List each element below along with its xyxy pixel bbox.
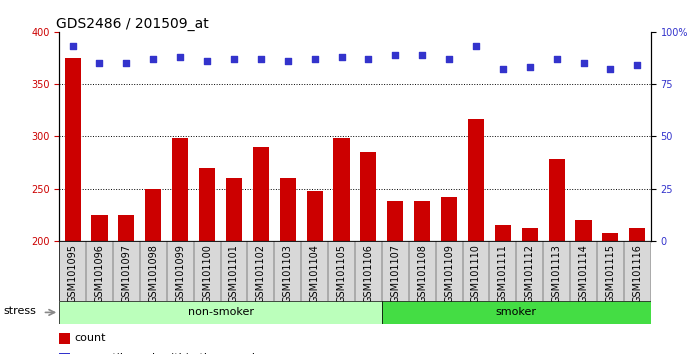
Bar — [387, 201, 404, 354]
Point — [121, 61, 132, 66]
Point — [363, 56, 374, 62]
Point — [443, 56, 454, 62]
Point — [67, 44, 78, 49]
Point — [94, 61, 105, 66]
Text: non-smoker: non-smoker — [187, 307, 253, 318]
Bar — [602, 233, 619, 354]
Point — [175, 54, 186, 60]
Bar — [65, 58, 81, 354]
Text: GSM101107: GSM101107 — [390, 244, 400, 303]
Text: GSM101109: GSM101109 — [444, 244, 454, 303]
Point — [578, 61, 589, 66]
Text: GSM101101: GSM101101 — [229, 244, 239, 303]
Point — [551, 56, 562, 62]
Point — [417, 52, 428, 58]
Bar — [253, 147, 269, 354]
Bar — [441, 197, 457, 354]
Text: GSM101116: GSM101116 — [632, 244, 642, 303]
Bar — [59, 333, 70, 344]
Bar — [468, 119, 484, 354]
Point — [605, 67, 616, 72]
Point — [336, 54, 347, 60]
Point — [632, 62, 643, 68]
Text: GSM101112: GSM101112 — [525, 244, 535, 303]
Bar — [629, 228, 645, 354]
Text: GSM101114: GSM101114 — [578, 244, 589, 303]
Bar — [576, 220, 592, 354]
Text: GSM101099: GSM101099 — [175, 244, 185, 303]
Text: GSM101105: GSM101105 — [336, 244, 347, 303]
Bar — [414, 201, 430, 354]
Point — [390, 52, 401, 58]
Point — [470, 44, 482, 49]
Text: GSM101108: GSM101108 — [417, 244, 427, 303]
Text: GSM101113: GSM101113 — [552, 244, 562, 303]
Point — [524, 64, 535, 70]
Text: GSM101102: GSM101102 — [256, 244, 266, 303]
Text: GSM101111: GSM101111 — [498, 244, 508, 303]
Text: GDS2486 / 201509_at: GDS2486 / 201509_at — [56, 17, 209, 31]
Bar — [333, 138, 349, 354]
Text: GSM101098: GSM101098 — [148, 244, 158, 303]
Bar — [361, 152, 377, 354]
Bar — [199, 168, 215, 354]
Bar — [172, 138, 188, 354]
Point — [228, 56, 239, 62]
Text: GSM101110: GSM101110 — [471, 244, 481, 303]
Bar — [59, 241, 651, 301]
Point — [148, 56, 159, 62]
Text: GSM101100: GSM101100 — [202, 244, 212, 303]
Bar — [548, 159, 564, 354]
Bar — [522, 228, 538, 354]
Text: GSM101103: GSM101103 — [283, 244, 293, 303]
Text: GSM101104: GSM101104 — [310, 244, 319, 303]
Point — [309, 56, 320, 62]
Point — [255, 56, 267, 62]
Text: GSM101106: GSM101106 — [363, 244, 374, 303]
Bar — [495, 225, 511, 354]
Bar — [280, 178, 296, 354]
Point — [202, 58, 213, 64]
Point — [498, 67, 509, 72]
Text: GSM101096: GSM101096 — [95, 244, 104, 303]
Bar — [226, 178, 242, 354]
Bar — [91, 215, 108, 354]
Bar — [145, 189, 161, 354]
Bar — [306, 190, 323, 354]
Bar — [59, 353, 70, 354]
Bar — [59, 301, 382, 324]
Point — [282, 58, 293, 64]
Text: GSM101115: GSM101115 — [606, 244, 615, 303]
Text: stress: stress — [3, 306, 35, 316]
Text: GSM101095: GSM101095 — [68, 244, 78, 303]
Text: count: count — [74, 333, 106, 343]
Text: GSM101097: GSM101097 — [121, 244, 132, 303]
Text: percentile rank within the sample: percentile rank within the sample — [74, 353, 262, 354]
Bar — [382, 301, 651, 324]
Text: smoker: smoker — [496, 307, 537, 318]
Bar — [118, 215, 134, 354]
